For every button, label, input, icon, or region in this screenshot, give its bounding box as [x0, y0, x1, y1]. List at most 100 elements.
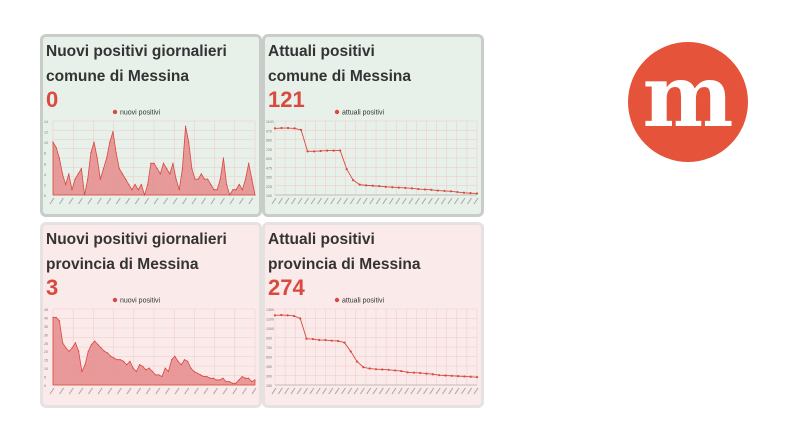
data-point: [438, 374, 441, 377]
data-point: [174, 355, 176, 357]
data-point: [219, 178, 221, 180]
data-point: [238, 183, 240, 186]
x-tick-label: [429, 387, 435, 395]
data-point: [450, 374, 453, 377]
data-point: [229, 194, 231, 196]
data-point: [378, 185, 381, 188]
y-tick-label: 20: [44, 350, 48, 354]
data-point: [273, 127, 277, 130]
chart-nuovi-comune: nuovi positivi 0 2 4 6 8 10 12 14: [44, 110, 256, 205]
data-point: [241, 189, 243, 191]
data-point: [397, 186, 400, 189]
x-tick-label: [291, 197, 297, 205]
data-point: [90, 343, 93, 346]
data-point: [113, 357, 115, 359]
data-point: [235, 189, 237, 191]
data-point: [169, 173, 171, 175]
data-point: [345, 168, 348, 171]
panel-title: Attuali positivi provincia di Messina: [268, 231, 421, 273]
y-tick-label: 225: [266, 185, 272, 189]
data-point: [143, 194, 146, 196]
x-tick-label: [248, 197, 254, 205]
data-point: [166, 167, 168, 170]
x-tick-label: [49, 197, 55, 205]
panel-value: 121: [268, 87, 305, 112]
data-point: [238, 379, 240, 381]
data-point: [425, 372, 428, 375]
data-point: [142, 365, 144, 368]
panel-attuali-provincia: Attuali positivi provincia di Messina 27…: [262, 222, 484, 408]
data-point: [213, 189, 215, 191]
x-tick-label: [391, 387, 397, 395]
data-point: [206, 375, 208, 378]
x-tick-label: [241, 387, 247, 395]
data-point: [391, 186, 394, 189]
x-tick-label: [473, 387, 479, 395]
y-tick-label: 2: [44, 183, 46, 187]
data-point: [151, 370, 153, 373]
data-point: [417, 187, 420, 191]
data-point: [311, 337, 314, 341]
legend-marker: [334, 297, 340, 303]
x-tick-label: [401, 197, 407, 205]
panel-title: Nuovi positivi giornalieri provincia di …: [46, 231, 227, 273]
y-tick-label: 150: [266, 384, 272, 388]
chart-legend: nuovi positivi: [112, 110, 161, 117]
x-tick-label: [88, 387, 93, 395]
series-points: [273, 126, 479, 195]
logo-m-icon: m: [628, 42, 748, 162]
data-point: [475, 376, 479, 379]
data-point: [365, 184, 368, 187]
x-tick-label: [271, 197, 277, 205]
x-tick-label: [97, 387, 103, 395]
x-tick-label: [296, 387, 302, 395]
data-point: [171, 359, 173, 361]
data-point: [215, 379, 218, 381]
y-tick-label: 900: [266, 337, 272, 341]
panel-value: 3: [46, 275, 59, 300]
panel-nuovi-provincia: Nuovi positivi giornalieri provincia di …: [40, 222, 262, 408]
x-tick-label: [182, 197, 188, 205]
data-point: [68, 350, 70, 352]
data-point: [129, 360, 131, 362]
data-point: [65, 183, 67, 186]
data-point: [55, 316, 57, 319]
panel-nuovi-comune: Nuovi positivi giornalieri comune di Mes…: [40, 34, 262, 217]
data-point: [330, 339, 333, 342]
data-point: [436, 189, 440, 192]
x-tick-label: [304, 197, 310, 205]
data-point: [216, 189, 218, 191]
data-point: [273, 314, 277, 317]
x-tick-label: [251, 387, 257, 395]
x-tick-label: [229, 197, 235, 205]
x-tick-label: [441, 387, 447, 395]
data-point: [126, 364, 128, 366]
x-tick-labels: [49, 197, 254, 205]
data-point: [207, 178, 209, 180]
chart-legend: attuali positivi: [334, 297, 384, 305]
x-tick-label: [362, 197, 368, 205]
data-point: [299, 128, 303, 131]
y-tick-label: 1050: [266, 327, 274, 331]
chart-legend: attuali positivi: [334, 110, 384, 117]
data-point: [254, 194, 256, 196]
x-tick-label: [203, 387, 209, 395]
data-point: [306, 150, 309, 153]
x-tick-label: [349, 197, 355, 205]
x-tick-label: [323, 197, 329, 205]
x-tick-label: [77, 197, 83, 205]
y-tick-label: 100: [266, 194, 272, 198]
data-point: [135, 370, 137, 373]
data-point: [387, 368, 390, 371]
data-point: [292, 314, 296, 318]
x-tick-label: [184, 387, 190, 395]
legend-label: nuovi positivi: [120, 110, 161, 117]
data-point: [184, 125, 187, 127]
data-point: [225, 381, 227, 383]
series-points: [52, 125, 256, 196]
y-tick-label: 5: [44, 376, 46, 380]
data-point: [180, 364, 182, 366]
data-point: [337, 339, 340, 343]
x-tick-label: [134, 197, 140, 205]
y-tick-label: 15: [44, 359, 48, 363]
